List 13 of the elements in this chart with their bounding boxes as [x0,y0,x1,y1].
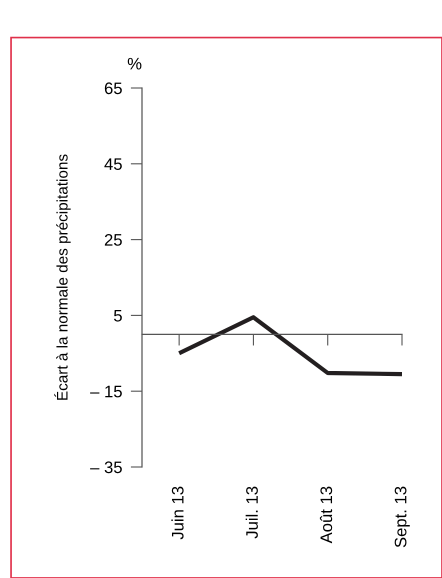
y-tick-label: – 35 [90,461,122,474]
y-tick-label: 25 [104,234,122,246]
text: % [128,58,142,70]
y-tick-label: – 15 [90,386,122,398]
y-tick-label: 5 [114,310,122,322]
y-tick-label: 45 [104,158,122,170]
y-tick-label: 65 [104,82,122,94]
y-axis-title: Écart à la normale des précipitations [54,154,71,400]
x-tick-label: Juin 13 [171,486,184,540]
x-tick-label: Juil. 13 [246,486,258,538]
x-tick-label: Août 13 [320,486,332,544]
x-tick-label: Sept. 13 [394,486,410,548]
line-series [177,315,402,376]
